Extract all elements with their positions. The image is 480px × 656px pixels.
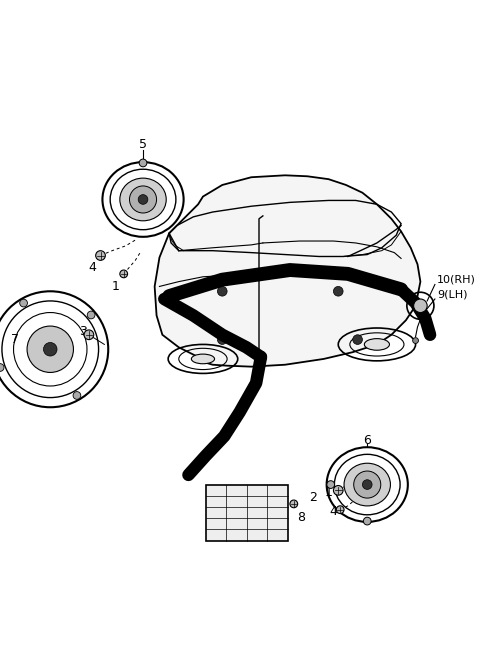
Circle shape — [334, 287, 343, 296]
Circle shape — [413, 338, 419, 344]
Circle shape — [353, 335, 362, 344]
Ellipse shape — [192, 354, 215, 364]
Circle shape — [414, 299, 427, 312]
Circle shape — [27, 326, 73, 373]
Circle shape — [130, 186, 156, 213]
Text: 4: 4 — [89, 260, 96, 274]
Circle shape — [354, 471, 381, 498]
Circle shape — [290, 500, 298, 508]
Circle shape — [217, 287, 227, 296]
Circle shape — [336, 506, 344, 514]
Circle shape — [120, 270, 128, 277]
Circle shape — [84, 330, 94, 340]
Ellipse shape — [120, 178, 166, 221]
Circle shape — [138, 195, 148, 204]
Circle shape — [362, 480, 372, 489]
Circle shape — [139, 159, 147, 167]
Circle shape — [217, 335, 227, 344]
Text: 4: 4 — [329, 505, 337, 518]
Circle shape — [327, 481, 335, 489]
Text: 7: 7 — [12, 333, 20, 346]
Circle shape — [44, 342, 57, 356]
Text: 9(LH): 9(LH) — [437, 289, 468, 299]
Text: 1: 1 — [112, 280, 120, 293]
Text: 2: 2 — [309, 491, 317, 504]
Circle shape — [96, 251, 105, 260]
Circle shape — [87, 311, 95, 319]
Text: 5: 5 — [139, 138, 147, 151]
Ellipse shape — [364, 338, 389, 350]
Text: 8: 8 — [297, 511, 305, 524]
Circle shape — [20, 299, 27, 307]
Text: 1: 1 — [324, 486, 333, 499]
Circle shape — [0, 363, 4, 371]
Circle shape — [363, 517, 371, 525]
Circle shape — [334, 485, 343, 495]
Circle shape — [73, 392, 81, 400]
Ellipse shape — [344, 463, 390, 506]
Polygon shape — [155, 175, 420, 367]
FancyBboxPatch shape — [206, 485, 288, 541]
Text: 3: 3 — [79, 325, 87, 338]
Text: 10(RH): 10(RH) — [437, 275, 476, 285]
Text: 6: 6 — [363, 434, 371, 447]
